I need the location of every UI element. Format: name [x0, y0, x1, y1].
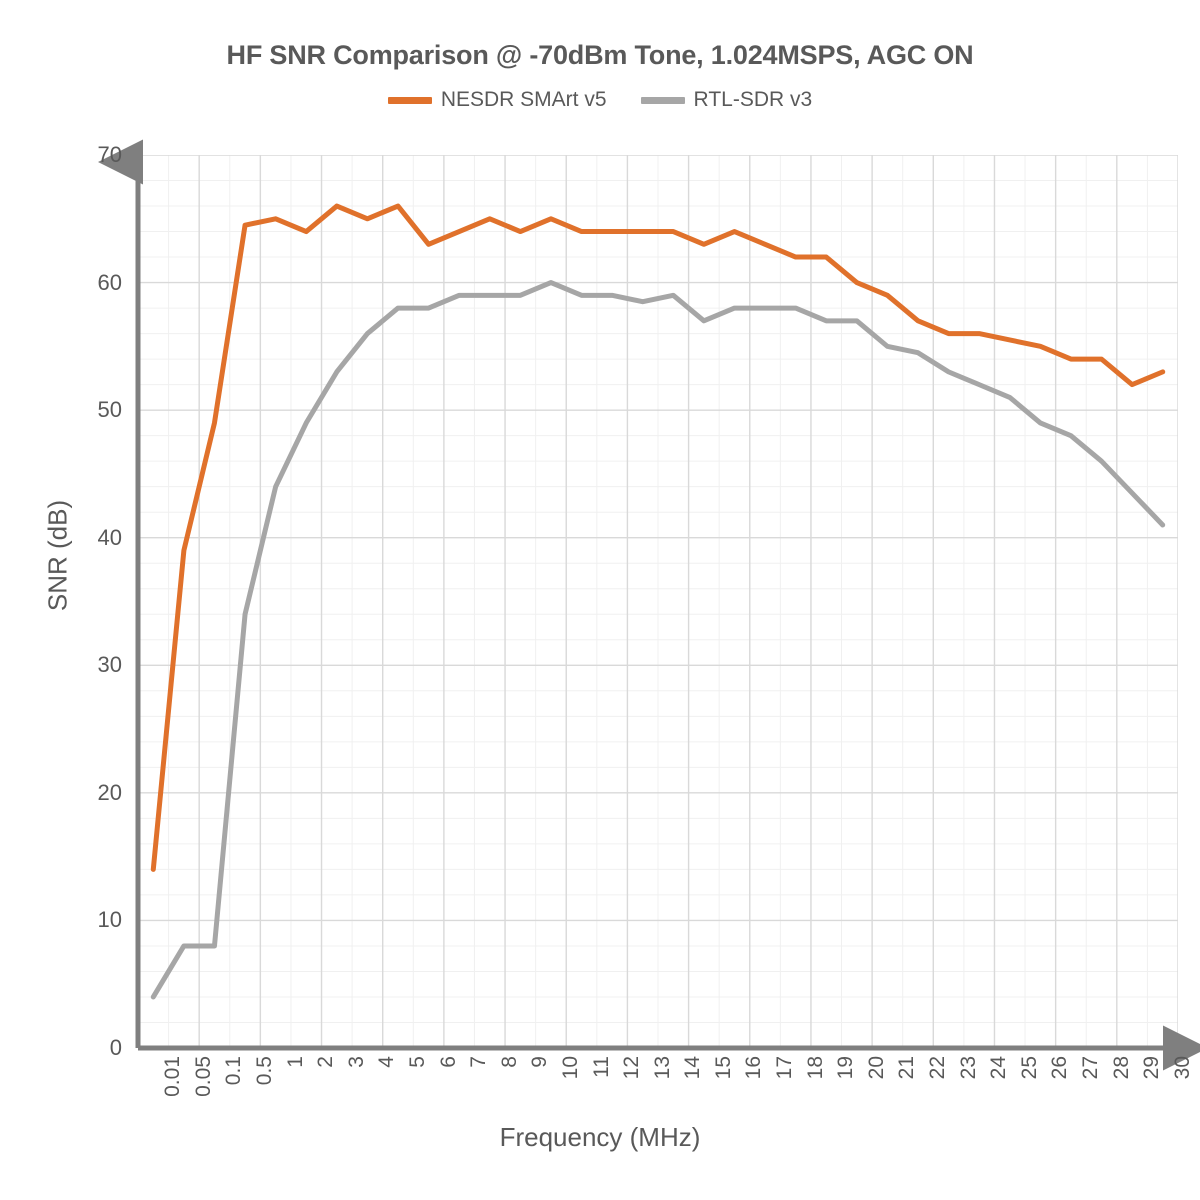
y-tick-label: 20 [97, 779, 122, 805]
y-tick-label: 50 [97, 397, 122, 423]
series-line-1 [150, 280, 1166, 1000]
y-axis-tick-labels: 0 10 20 30 40 50 60 70 [48, 142, 122, 1060]
chart-legend: NESDR SMArt v5 RTL-SDR v3 [0, 88, 1200, 112]
chart-axes [98, 139, 1200, 1071]
x-axis-title: Frequency (MHz) [499, 1122, 701, 1152]
legend-label-series-0: NESDR SMArt v5 [440, 88, 607, 111]
plot-area [138, 155, 1178, 1048]
y-axis-title: SNR (dB) [42, 499, 73, 612]
legend-entry-series-1[interactable]: RTL-SDR v3 [640, 88, 813, 112]
y-tick-label: 30 [97, 652, 122, 678]
y-tick-label: 60 [97, 269, 122, 295]
line-swatch-icon [640, 96, 685, 104]
chart-gridlines [138, 155, 1178, 1048]
y-tick-label: 70 [97, 142, 122, 167]
legend-label-series-1: RTL-SDR v3 [693, 88, 813, 111]
y-tick-label: 0 [109, 1035, 122, 1060]
series-line-0 [150, 203, 1166, 872]
line-swatch-icon [387, 96, 432, 104]
chart-series-lines [150, 203, 1166, 1000]
chart-title: HF SNR Comparison @ -70dBm Tone, 1.024MS… [226, 40, 974, 70]
legend-entry-series-0[interactable]: NESDR SMArt v5 [387, 88, 607, 112]
y-tick-label: 40 [97, 524, 122, 550]
y-tick-label: 10 [97, 907, 122, 933]
